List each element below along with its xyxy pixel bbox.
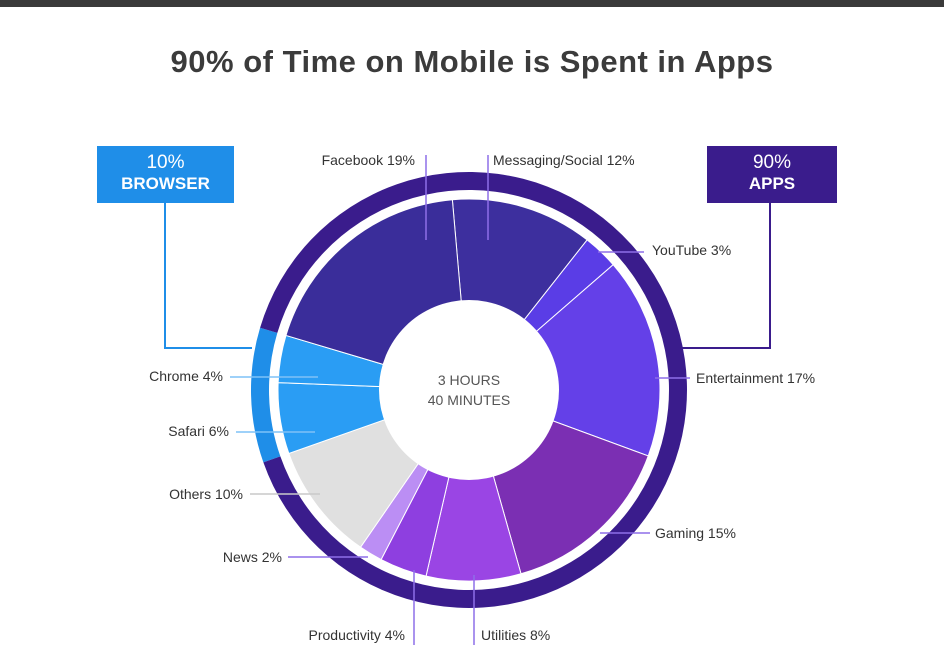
chart-title: 90% of Time on Mobile is Spent in Apps — [170, 44, 774, 79]
apps-percent: 90% — [752, 152, 792, 173]
label-messaging-social: Messaging/Social 12% — [493, 152, 635, 168]
browser-percent: 10% — [146, 152, 185, 173]
group-ring — [251, 172, 687, 608]
center-label-line-1: 3 HOURS — [438, 372, 500, 388]
ring-browser — [251, 327, 281, 463]
apps-connector-line — [672, 203, 771, 349]
label-gaming: Gaming 15% — [655, 525, 736, 541]
label-utilities: Utilities 8% — [481, 627, 550, 643]
label-others: Others 10% — [169, 486, 243, 502]
slice-labels: Messaging/Social 12% YouTube 3% Entertainm… — [149, 152, 815, 643]
donut-hole — [379, 300, 559, 480]
browser-connector-line — [164, 203, 252, 349]
label-entertainment: Entertainment 17% — [696, 370, 815, 386]
apps-label: APPS — [748, 174, 796, 193]
center-label-line-2: 40 MINUTES — [428, 392, 510, 408]
group-connectors — [164, 203, 771, 349]
label-facebook: Facebook 19% — [322, 152, 415, 168]
slice-leader-lines — [230, 155, 690, 645]
label-safari: Safari 6% — [168, 423, 229, 439]
top-border-bar — [0, 0, 944, 7]
label-youtube: YouTube 3% — [652, 242, 731, 258]
browser-callout-box: 10% BROWSER — [97, 146, 234, 203]
browser-label: BROWSER — [121, 174, 210, 193]
label-productivity: Productivity 4% — [309, 627, 405, 643]
label-news: News 2% — [223, 549, 282, 565]
donut-slices — [277, 198, 661, 582]
apps-callout-box: 90% APPS — [707, 146, 837, 203]
label-chrome: Chrome 4% — [149, 368, 223, 384]
